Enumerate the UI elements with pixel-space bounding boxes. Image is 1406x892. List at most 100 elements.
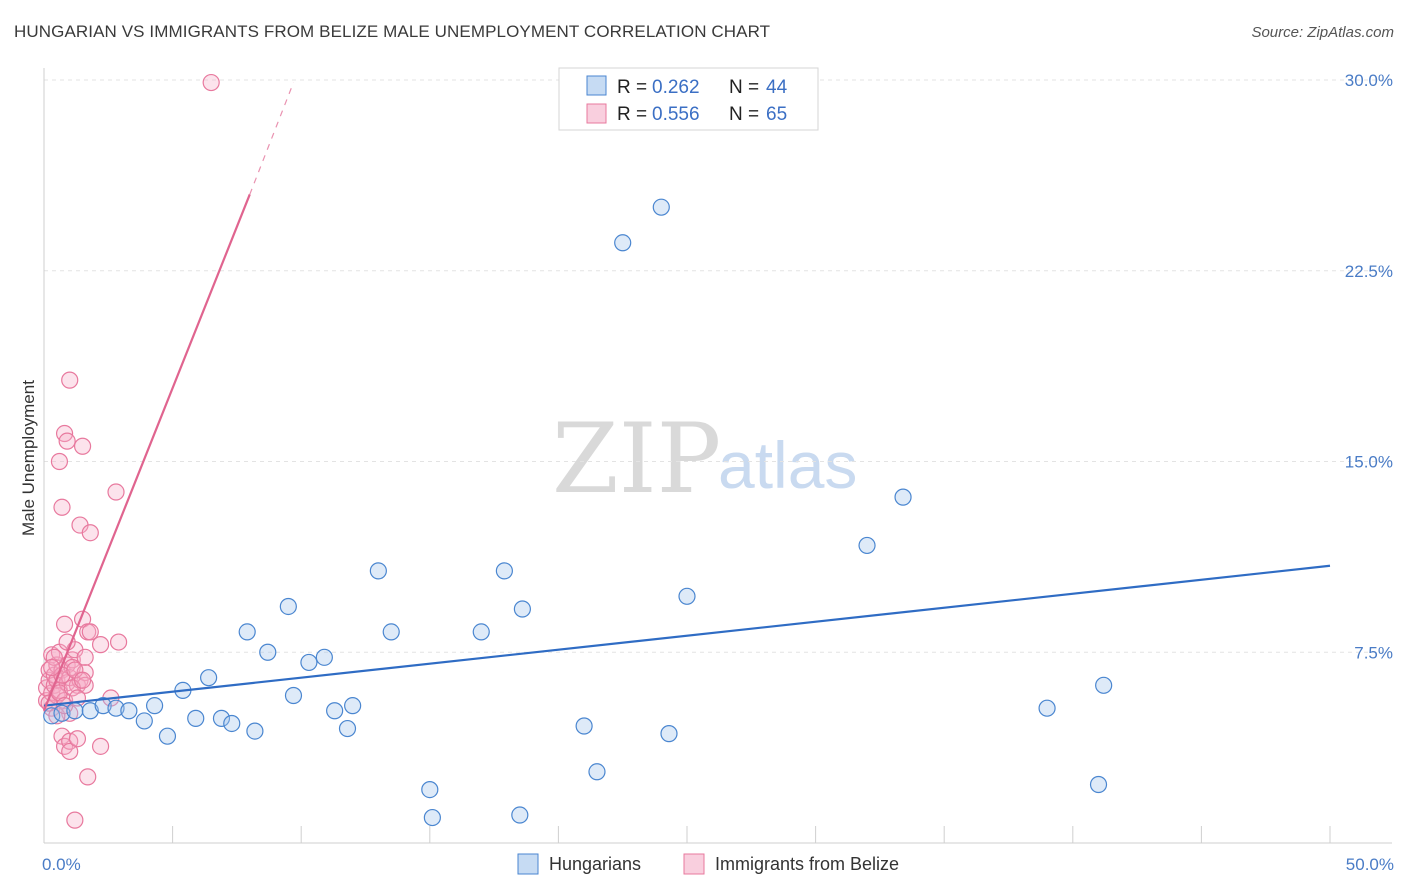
belize-point — [81, 524, 99, 542]
source-label: Source: ZipAtlas.com — [1251, 24, 1394, 41]
series-legend-label-hungarians: Hungarians — [549, 854, 641, 874]
hungarian-point — [284, 686, 303, 705]
legend-r-label-0: R = — [617, 77, 647, 98]
hungarian-point — [511, 806, 529, 824]
hungarian-point — [858, 536, 876, 555]
hungarian-point — [200, 669, 218, 687]
belize-trend-extension — [249, 82, 295, 195]
hungarian-point — [187, 709, 205, 727]
hungarian-point — [212, 709, 231, 727]
belize-point — [66, 811, 84, 829]
legend-r-value-0: 0.262 — [652, 77, 700, 98]
hungarian-point — [315, 648, 333, 666]
hungarian-point — [238, 623, 256, 641]
hungarian-point — [894, 488, 912, 506]
belize-point — [202, 73, 220, 92]
series-legend: Hungarians Immigrants from Belize — [517, 853, 899, 875]
series-legend-swatch-belize — [683, 853, 705, 875]
hungarian-point — [120, 702, 138, 720]
series-legend-label-belize: Immigrants from Belize — [715, 854, 899, 874]
hungarian-point — [107, 699, 125, 717]
hungarian-point — [472, 623, 490, 641]
belize-point — [91, 737, 110, 755]
hungarian-point — [513, 600, 531, 618]
belize-point — [68, 730, 87, 748]
belize-point — [91, 636, 110, 654]
hungarian-point — [300, 653, 318, 672]
belize-point — [55, 615, 74, 633]
hungarian-point — [66, 702, 84, 720]
y-tick-label: 30.0% — [1345, 71, 1393, 90]
belize-trend-line — [42, 194, 251, 712]
hungarian-point — [652, 198, 670, 216]
hungarian-point — [94, 697, 112, 715]
hungarian-point — [1038, 699, 1056, 717]
hungarian-point — [81, 702, 99, 720]
hungarian-point — [678, 587, 696, 605]
x-tick-labels: 0.0% 50.0% — [42, 855, 1394, 874]
hungarian-point — [259, 643, 277, 661]
legend-n-label-1: N = — [729, 104, 759, 125]
chart-title: HUNGARIAN VS IMMIGRANTS FROM BELIZE MALE… — [14, 22, 771, 41]
hungarian-point — [660, 725, 678, 743]
y-tick-label: 22.5% — [1345, 262, 1393, 281]
hungarian-point — [43, 707, 61, 725]
belize-point — [43, 658, 61, 677]
hungarian-points — [43, 198, 1113, 827]
belize-point — [61, 371, 79, 389]
hungarian-point — [279, 597, 297, 616]
belize-point — [50, 452, 69, 471]
belize-point — [107, 483, 125, 501]
hungarian-trend-line — [43, 564, 1331, 707]
belize-point — [81, 623, 99, 641]
hungarian-point — [145, 697, 164, 715]
belize-point — [53, 498, 71, 516]
legend-swatch-belize — [586, 103, 607, 124]
belize-point — [73, 437, 92, 455]
belize-point — [45, 648, 63, 666]
belize-point — [55, 737, 74, 755]
series-legend-swatch-hungarians — [517, 853, 539, 875]
hungarian-point — [1095, 676, 1113, 694]
hungarian-point — [614, 234, 632, 252]
belize-point — [109, 633, 128, 651]
belize-point — [79, 768, 97, 786]
hungarian-point — [326, 702, 344, 720]
x-tick-label-max: 50.0% — [1346, 855, 1394, 874]
legend-r-value-1: 0.556 — [652, 104, 700, 125]
belize-point — [61, 742, 79, 761]
watermark-atlas: atlas — [718, 428, 857, 502]
y-tick-label: 15.0% — [1345, 453, 1393, 472]
belize-point — [73, 671, 92, 689]
legend-n-value-1: 65 — [766, 104, 787, 125]
belize-point — [76, 648, 94, 666]
grid-lines — [44, 79, 1392, 653]
hungarian-point — [421, 780, 439, 799]
y-tick-labels: 7.5% 15.0% 22.5% 30.0% — [1345, 71, 1393, 662]
belize-points — [37, 73, 220, 829]
legend-n-value-0: 44 — [766, 77, 788, 98]
hungarian-point — [135, 712, 153, 730]
y-axis-title: Male Unemployment — [19, 380, 38, 536]
trend-lines — [42, 82, 1331, 712]
hungarian-point — [223, 714, 241, 733]
hungarian-point — [1089, 775, 1108, 794]
hungarian-point — [344, 697, 362, 715]
belize-point — [58, 432, 76, 450]
legend-swatch-hungarians — [586, 75, 607, 96]
x-tick-label-min: 0.0% — [42, 855, 81, 874]
hungarian-point — [158, 727, 177, 745]
legend-n-label-0: N = — [729, 77, 759, 98]
legend-r-label-1: R = — [617, 104, 647, 125]
hungarian-point — [53, 704, 71, 722]
hungarian-point — [588, 763, 606, 781]
hungarian-point — [495, 562, 513, 580]
hungarian-point — [246, 722, 264, 740]
watermark-zip: ZIP — [552, 403, 721, 515]
hungarian-point — [338, 719, 357, 738]
hungarian-point — [369, 562, 387, 580]
hungarian-point — [575, 717, 593, 735]
stats-legend: R = 0.262 N = 44 R = 0.556 N = 65 — [558, 67, 819, 131]
hungarian-point — [423, 808, 441, 827]
